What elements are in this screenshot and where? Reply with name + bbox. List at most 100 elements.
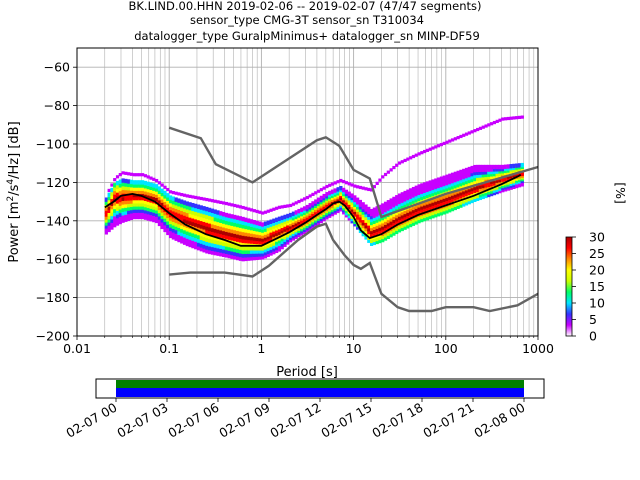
- psd-cell: [291, 213, 296, 219]
- psd-cell: [208, 245, 212, 251]
- psd-cell: [224, 249, 229, 254]
- psd-cell: [459, 181, 463, 187]
- psd-cell: [222, 245, 226, 250]
- psd-cell: [439, 176, 443, 181]
- title-line-2: sensor_type CMG-3T sensor_sn T310034: [190, 13, 424, 27]
- psd-cell: [478, 187, 483, 192]
- psd-cell: [219, 214, 223, 220]
- psd-cell: [216, 210, 220, 215]
- psd-cell: [155, 202, 159, 208]
- psd-cell: [152, 192, 156, 198]
- psd-cell: [252, 229, 256, 235]
- psd-cell: [188, 235, 192, 240]
- psd-cell: [459, 194, 463, 199]
- x-axis-label: Period [s]: [276, 365, 338, 380]
- psd-cell: [155, 190, 159, 195]
- psd-cell: [168, 219, 173, 225]
- psd-cell: [252, 219, 256, 225]
- psd-cell: [124, 196, 128, 201]
- psd-cell: [378, 235, 382, 241]
- psd-cell: [381, 222, 385, 227]
- psd-cell: [171, 228, 175, 233]
- psd-cell: [375, 236, 379, 242]
- psd-cell: [395, 207, 399, 213]
- psd-cell-outlier: [238, 205, 242, 209]
- psd-cell: [263, 230, 268, 235]
- psd-cell: [417, 215, 421, 221]
- psd-cell: [104, 218, 108, 223]
- psd-cell: [227, 228, 231, 233]
- psd-cell: [297, 208, 301, 214]
- psd-cell-outlier: [383, 172, 388, 177]
- psd-cell: [453, 187, 457, 192]
- psd-cell: [115, 217, 120, 223]
- psd-cell: [177, 234, 181, 239]
- psd-cell: [163, 190, 167, 196]
- plot-frame: [76, 47, 539, 337]
- psd-cell: [350, 205, 354, 210]
- psd-cell: [157, 212, 162, 217]
- psd-cell: [490, 164, 494, 170]
- psd-cell: [177, 223, 181, 228]
- psd-cell: [353, 219, 357, 225]
- psd-cell: [450, 194, 455, 199]
- psd-cell: [369, 217, 374, 223]
- psd-cell-outlier: [308, 194, 312, 198]
- psd-cell-outlier: [358, 185, 363, 190]
- psd-cell: [414, 217, 418, 222]
- psd-cell: [381, 225, 385, 230]
- psd-cell: [353, 212, 357, 217]
- psd-cell: [241, 227, 245, 233]
- psd-cell: [241, 220, 245, 225]
- psd-cell: [436, 180, 441, 186]
- psd-cell: [233, 225, 237, 231]
- psd-cell: [205, 237, 209, 242]
- psd-cell: [473, 176, 477, 182]
- psd-cell: [118, 179, 122, 184]
- psd-cell: [146, 203, 150, 209]
- psd-cell: [484, 177, 488, 183]
- psd-cell: [238, 216, 242, 221]
- psd-cell: [372, 237, 376, 243]
- psd-cell: [249, 252, 254, 258]
- psd-cell: [244, 231, 248, 237]
- psd-cell: [244, 246, 248, 251]
- psd-cell: [470, 168, 474, 174]
- psd-cell: [104, 200, 108, 205]
- psd-cell-outlier: [196, 196, 201, 200]
- psd-cell: [202, 248, 206, 253]
- psd-cell: [261, 252, 265, 257]
- psd-cell: [436, 183, 441, 189]
- psd-cell: [434, 203, 438, 208]
- psd-cell: [241, 216, 245, 222]
- psd-cell: [249, 239, 254, 244]
- psd-cell: [177, 202, 181, 207]
- psd-cell-outlier: [113, 178, 117, 182]
- psd-cell: [160, 221, 164, 226]
- psd-cell-outlier: [406, 157, 410, 161]
- psd-cell: [403, 222, 407, 227]
- psd-cell: [255, 233, 259, 238]
- psd-cell: [275, 223, 279, 228]
- psd-cell: [487, 172, 491, 177]
- psd-cell: [188, 228, 192, 233]
- psd-cell: [180, 228, 184, 233]
- psd-cell: [230, 225, 234, 230]
- psd-cell: [383, 223, 388, 229]
- psd-cell: [152, 195, 156, 201]
- psd-cell: [249, 225, 254, 231]
- psd-cell: [121, 182, 125, 187]
- psd-cell: [406, 195, 410, 201]
- psd-cell: [235, 222, 240, 228]
- psd-cell: [414, 195, 418, 200]
- psd-cell: [258, 224, 262, 230]
- x-tick-label: 10: [346, 341, 362, 356]
- psd-cell-outlier: [316, 189, 321, 193]
- psd-cell: [222, 248, 226, 254]
- psd-cell: [395, 201, 399, 206]
- psd-cell: [188, 202, 192, 207]
- psd-cell: [492, 183, 497, 189]
- new-low-noise-model: [169, 222, 538, 313]
- psd-cell: [244, 224, 248, 230]
